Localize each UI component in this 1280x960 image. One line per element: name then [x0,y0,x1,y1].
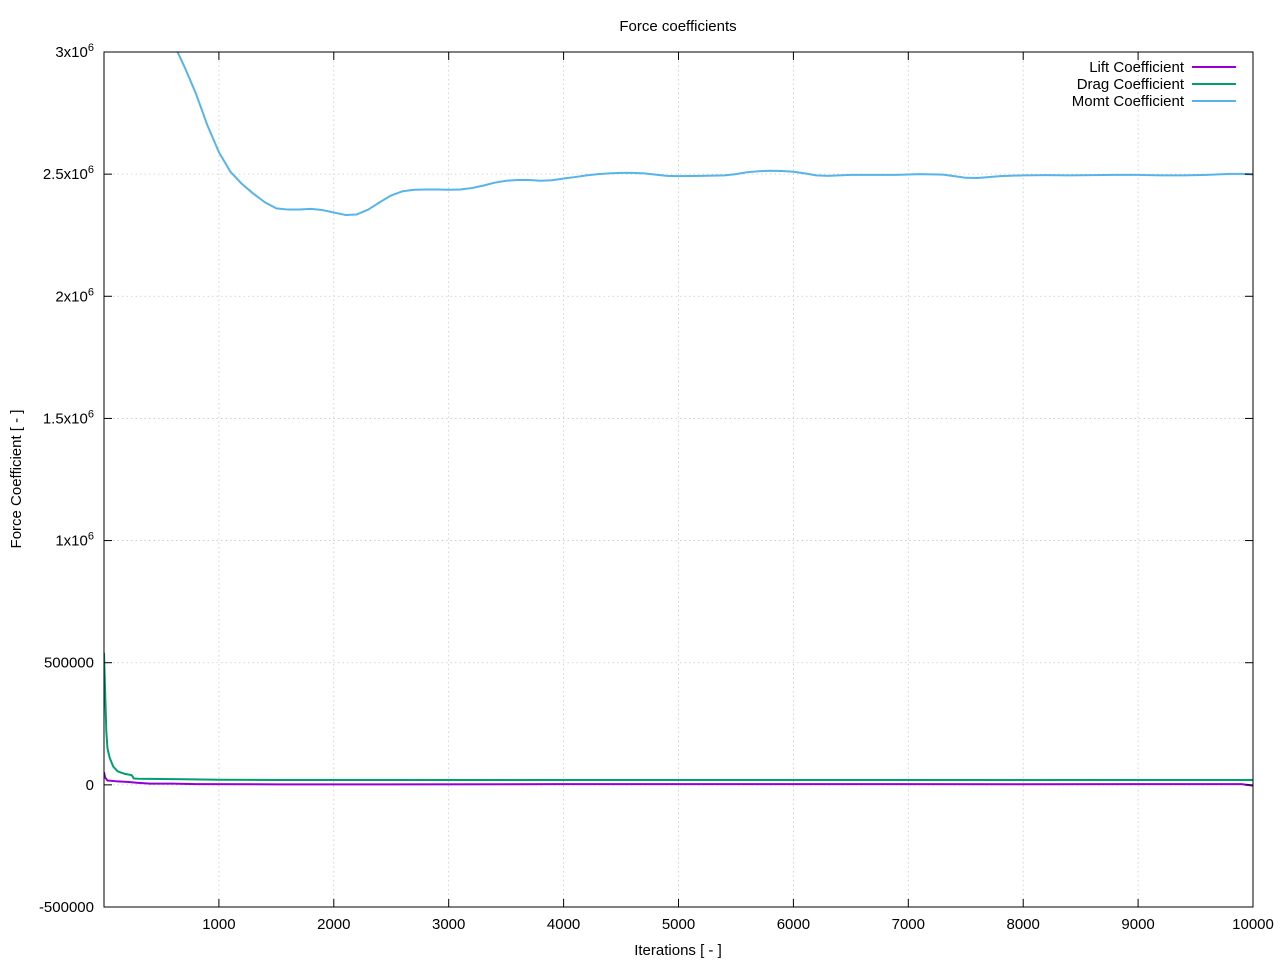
y-tick-label: 500000 [44,655,94,672]
y-tick-label-base: 0 [86,777,94,794]
x-tick-label: 2000 [317,916,350,933]
y-tick-label: 3x106 [55,42,94,61]
y-tick-label-exponent: 6 [88,42,94,54]
y-tick-label: 2.5x106 [43,164,94,183]
x-tick-label: 9000 [1121,916,1154,933]
grid-lines [104,52,1253,907]
legend-label: Lift Coefficient [1089,59,1185,76]
legend-label: Momt Coefficient [1072,93,1185,110]
y-tick-label: 2x106 [55,286,94,305]
y-tick-label: 0 [86,777,94,794]
chart-title: Force coefficients [619,18,736,35]
y-tick-label-exponent: 6 [88,286,94,298]
y-tick-label: -500000 [39,899,94,916]
y-tick-label: 1.5x106 [43,408,94,427]
y-tick-label-exponent: 6 [88,408,94,420]
x-tick-label: 1000 [202,916,235,933]
series-line-drag-coefficient [104,652,1253,781]
series-lines [104,52,1253,787]
x-tick-label: 10000 [1232,916,1274,933]
y-tick-label: 1x106 [55,531,94,550]
y-tick-label-base: 1.5x10 [43,410,88,427]
series-line-momt-coefficient [176,52,1253,216]
y-tick-label-base: 500000 [44,655,94,672]
axis-ticks [104,51,1254,908]
series-line-lift-coefficient [104,771,1253,787]
y-tick-label-exponent: 6 [88,164,94,176]
x-axis-label: Iterations [ - ] [634,942,722,959]
legend-label: Drag Coefficient [1077,76,1185,93]
y-tick-label-base: 3x10 [55,44,88,61]
y-tick-label-base: 1x10 [55,533,88,550]
tick-labels: 1000 2000 3000 4000 5000 6000 7000 8000 9000 1000… [39,42,1274,933]
x-tick-label: 5000 [662,916,695,933]
x-tick-label: 4000 [547,916,580,933]
x-tick-label: 6000 [777,916,810,933]
x-tick-label: 7000 [892,916,925,933]
x-tick-label: 3000 [432,916,465,933]
y-tick-label-base: 2x10 [55,288,88,305]
y-tick-label-base: -500000 [39,899,94,916]
x-tick-label: 8000 [1007,916,1040,933]
y-tick-label-base: 2.5x10 [43,166,88,183]
y-tick-label-exponent: 6 [88,531,94,543]
y-axis-label: Force Coefficient [ - ] [8,410,25,549]
